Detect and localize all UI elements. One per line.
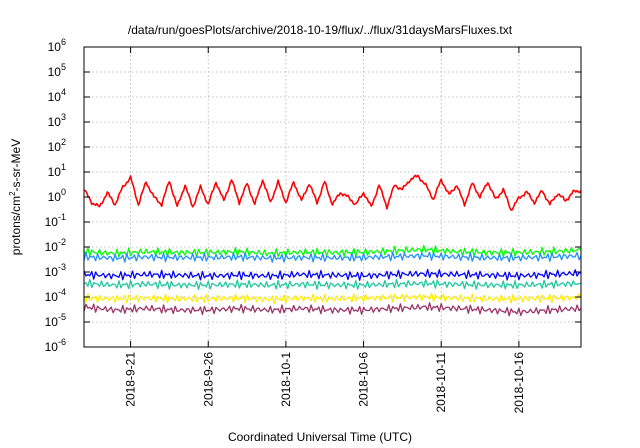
- x-tick-label: 2018-9-26: [201, 352, 215, 407]
- y-tick-label: 102: [48, 137, 66, 154]
- y-tick-base: 10: [45, 340, 59, 354]
- y-tick-label: 101: [48, 162, 66, 179]
- chart-title: /data/run/goesPlots/archive/2018-10-19/f…: [128, 23, 513, 37]
- y-tick-label: 104: [48, 87, 66, 104]
- x-tick-label: 2018-10-11: [434, 352, 448, 413]
- series-line-6: [83, 302, 582, 317]
- series-line-3: [83, 268, 582, 281]
- x-axis-label: Coordinated Universal Time (UTC): [228, 430, 412, 444]
- axes: 10-610-510-410-310-210-11001011021031041…: [45, 37, 581, 413]
- y-tick-base: 10: [48, 40, 62, 54]
- y-tick-base: 10: [45, 240, 59, 254]
- y-axis-label-sup: 2: [8, 191, 17, 196]
- y-axis-label: protons/cm2-s-sr-MeV: [8, 139, 23, 255]
- series-line-5: [83, 292, 582, 305]
- y-tick-base: 10: [48, 165, 62, 179]
- y-tick-label: 10-1: [45, 212, 66, 229]
- y-tick-base: 10: [48, 115, 62, 129]
- y-tick-exp: -2: [58, 237, 66, 247]
- y-axis-label-main: protons/cm: [9, 196, 23, 255]
- y-tick-exp: 3: [61, 112, 66, 122]
- x-tick-label: 2018-9-21: [124, 352, 138, 407]
- y-tick-exp: -5: [58, 312, 66, 322]
- x-tick-label: 2018-10-1: [279, 352, 293, 407]
- y-tick-base: 10: [48, 90, 62, 104]
- y-tick-label: 103: [48, 112, 66, 129]
- y-tick-exp: 6: [61, 37, 66, 47]
- y-tick-base: 10: [45, 315, 59, 329]
- series-layer: [83, 174, 582, 317]
- y-tick-label: 105: [48, 62, 66, 79]
- y-tick-base: 10: [45, 215, 59, 229]
- series-line-1: [83, 244, 582, 258]
- y-tick-label: 10-6: [45, 337, 66, 354]
- y-tick-base: 10: [45, 290, 59, 304]
- x-tick-label: 2018-10-6: [357, 352, 371, 407]
- y-tick-base: 10: [48, 140, 62, 154]
- y-tick-exp: -4: [58, 287, 66, 297]
- y-tick-exp: 2: [61, 137, 66, 147]
- y-tick-exp: 4: [61, 87, 66, 97]
- y-tick-exp: 0: [61, 187, 66, 197]
- series-line-0: [83, 174, 582, 211]
- y-tick-exp: 1: [61, 162, 66, 172]
- y-tick-exp: -1: [58, 212, 66, 222]
- y-tick-label: 10-5: [45, 312, 66, 329]
- y-tick-base: 10: [48, 65, 62, 79]
- y-tick-label: 10-4: [45, 287, 66, 304]
- y-tick-exp: -3: [58, 262, 66, 272]
- y-tick-label: 100: [48, 187, 66, 204]
- y-tick-exp: -6: [58, 337, 66, 347]
- series-line-4: [83, 278, 582, 290]
- x-tick-label: 2018-10-16: [512, 352, 526, 414]
- y-tick-base: 10: [45, 265, 59, 279]
- y-tick-label: 10-3: [45, 262, 66, 279]
- y-tick-label: 10-2: [45, 237, 66, 254]
- y-tick-base: 10: [48, 190, 62, 204]
- y-axis-label-rest: -s-sr-MeV: [9, 139, 23, 192]
- series-line-2: [83, 251, 582, 263]
- y-tick-exp: 5: [61, 62, 66, 72]
- y-tick-label: 106: [48, 37, 66, 54]
